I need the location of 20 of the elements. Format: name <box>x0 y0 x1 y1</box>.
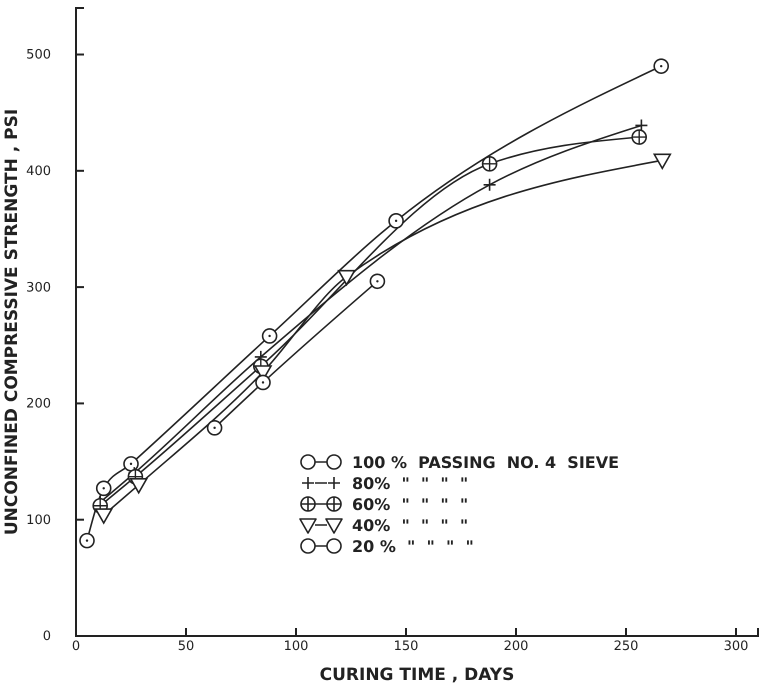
y-tick-label: 500 <box>26 48 51 63</box>
legend-label: 60% " " " " <box>352 495 468 514</box>
y-tick-label: 400 <box>26 164 51 179</box>
legend-label: 80% " " " " <box>352 474 468 493</box>
y-axis-title: UNCONFINED COMPRESSIVE STRENGTH , PSI <box>2 108 22 536</box>
x-tick-label: 0 <box>72 639 80 654</box>
x-tick-label: 50 <box>178 639 194 654</box>
y-tick-label: 100 <box>26 512 51 528</box>
y-tick-label: 0 <box>42 629 51 644</box>
legend-label: 100 % PASSING NO. 4 SIEVE <box>352 453 620 472</box>
y-tick-label: 300 <box>26 280 51 296</box>
x-tick-label: 100 <box>284 639 308 654</box>
x-axis-title: CURING TIME , DAYS <box>320 665 514 685</box>
x-tick-label: 150 <box>394 639 418 654</box>
y-tick-label: 200 <box>26 396 51 412</box>
x-tick-label: 200 <box>504 639 528 654</box>
x-tick-label: 250 <box>614 639 638 654</box>
legend-label: 40% " " " " <box>352 516 468 535</box>
x-tick-label: 300 <box>724 639 748 654</box>
legend-label: 20 % " " " " <box>352 537 474 556</box>
